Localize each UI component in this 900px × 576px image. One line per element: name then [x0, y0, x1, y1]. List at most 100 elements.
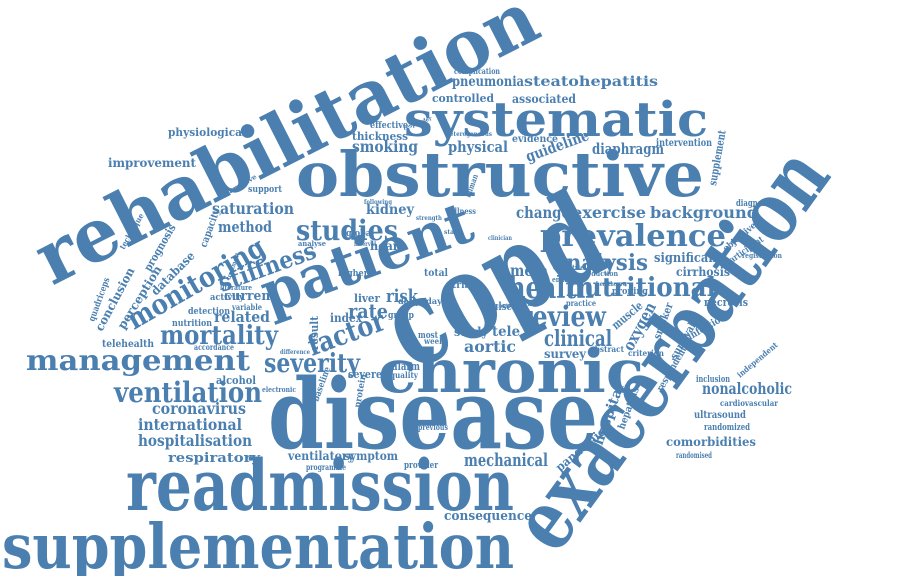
word-disease: disease	[268, 358, 598, 471]
word-readmission: readmission	[126, 444, 514, 527]
word-enhance: enhance	[552, 275, 580, 284]
word-smoking: smoking	[352, 137, 418, 156]
word-countrie: countrie	[556, 263, 584, 272]
word-alcohol: alcohol	[216, 374, 256, 387]
word-abstract: abstract	[590, 344, 624, 354]
word-index: index	[330, 311, 363, 325]
word-supplementation: supplementation	[2, 510, 514, 576]
word-randomised: randomised	[676, 450, 712, 460]
word-survey: survey	[544, 347, 587, 361]
word-alarm: alarm	[392, 360, 420, 373]
word-severity: severity	[264, 349, 361, 379]
word-studies: studies	[296, 214, 398, 247]
word-nutrition: nutrition	[172, 319, 212, 329]
word-hospitalisation: hospitalisation	[138, 431, 252, 450]
word-accordance: accordance	[194, 342, 234, 352]
word-ultrasound: ultrasound	[694, 410, 746, 421]
word-telehealth: telehealth	[102, 339, 155, 350]
word-cardiovascular: cardiovascular	[720, 398, 779, 408]
word-detection: detection	[188, 307, 230, 317]
word-risk: risk	[386, 286, 418, 307]
word-diaphragm: diaphragm	[592, 140, 664, 158]
word-week: week	[423, 336, 444, 346]
word-group: group	[388, 311, 414, 321]
word-proning: proning	[612, 287, 649, 297]
word-registration: registration	[742, 251, 782, 260]
word-difference: difference	[280, 349, 310, 356]
word-nonalcoholic: nonalcoholic	[702, 379, 792, 398]
word-method: method	[218, 218, 272, 236]
word-literature: literature	[220, 283, 252, 292]
word-analysis: analysis	[552, 250, 648, 276]
word-randomized: randomized	[704, 423, 751, 433]
word-clinical: clinical	[544, 326, 612, 352]
word-ventilation: ventilation	[113, 376, 262, 409]
word-programme: programme	[306, 462, 346, 472]
word-pulse: pulse	[486, 300, 512, 313]
word-diagnostic: diagnostic	[736, 199, 776, 209]
word-tele: tele	[492, 324, 520, 340]
word-following: following	[364, 199, 393, 206]
word-healthcare: healthcare	[596, 281, 626, 288]
word-illness: illness	[452, 206, 476, 216]
word-heterogeneous: heterogeneous	[446, 131, 493, 138]
word-severe: severe	[348, 368, 382, 381]
word-background: background	[650, 203, 758, 222]
word-saturation: saturation	[212, 199, 294, 218]
word-study: study	[454, 325, 489, 339]
word-physical: physical	[448, 138, 508, 156]
word-international: international	[138, 415, 242, 434]
word-daily: daily	[398, 296, 420, 306]
word-inclusion: inclusion	[696, 375, 730, 385]
word-interval: interval	[354, 241, 377, 248]
word-thickness: thickness	[352, 130, 408, 143]
word-systematic: systematic	[404, 92, 708, 148]
word-mortality: mortality	[160, 321, 279, 351]
word-mechanical: mechanical	[464, 450, 548, 471]
word-ventilatory: ventilatory	[287, 449, 355, 463]
word-quality: quality	[390, 370, 418, 380]
word-rate: rate	[348, 299, 388, 323]
word-consequence: consequence	[444, 509, 532, 524]
word-global: global	[346, 229, 375, 239]
word-comorbidities: comorbidities	[666, 435, 756, 449]
word-higher: higher	[338, 269, 368, 279]
word-previous: previous	[418, 422, 448, 432]
word-reduction: reduction	[584, 269, 618, 278]
word-exercise: exercise	[572, 203, 646, 222]
word-kidney: kidney	[366, 202, 415, 218]
word-control: control	[496, 303, 517, 310]
word-intervention: intervention	[656, 138, 713, 149]
word-steatohepatitis: steatohepatitis	[524, 74, 658, 90]
word-day: day	[426, 296, 442, 306]
word-trial: trial	[452, 281, 475, 291]
word-aortic: aortic	[464, 337, 516, 356]
word-meta: meta	[510, 261, 548, 280]
word-respiratory: respiratory	[168, 451, 260, 466]
word-necrosis: necrosis	[704, 296, 748, 309]
word-analyse: analyse	[298, 239, 327, 248]
word-physiological: physiological	[168, 126, 246, 139]
word-stage: stage	[444, 229, 462, 236]
word-current: current	[224, 289, 276, 304]
word-prevalence: prevalence	[540, 219, 726, 254]
word-controlled: controlled	[432, 92, 494, 105]
word-change: change	[516, 203, 570, 222]
word-clinician: clinician	[488, 235, 513, 242]
word-heart: heart	[370, 239, 404, 253]
word-nutritional: nutritional	[566, 273, 716, 303]
word-result: result	[308, 315, 321, 350]
word-activity: activity	[210, 293, 245, 303]
word-pneumonia: pneumonia	[452, 74, 524, 90]
word-health: health	[508, 271, 594, 306]
word-management: management	[26, 344, 250, 377]
word-liver: liver	[354, 292, 380, 305]
word-cause: cause	[510, 296, 538, 309]
word-evidence: evidence	[512, 134, 558, 145]
word-support: support	[248, 185, 283, 195]
word-associated: associated	[512, 92, 577, 106]
word-improvement: improvement	[108, 156, 196, 170]
word-symptom: symptom	[344, 449, 398, 463]
